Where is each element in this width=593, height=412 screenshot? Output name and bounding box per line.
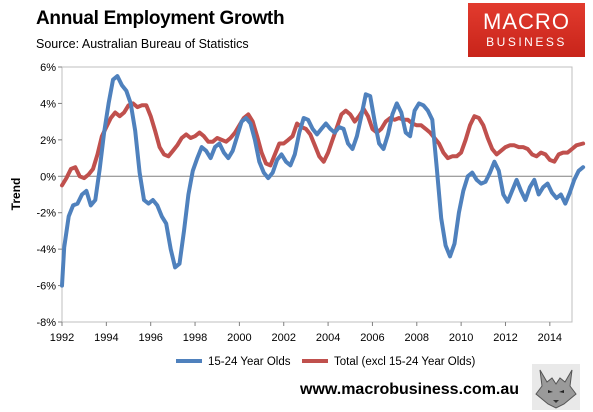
y-tick-label: -8%	[36, 317, 56, 329]
y-tick-label: 6%	[40, 62, 56, 74]
logo-text-macro: MACRO	[483, 9, 570, 34]
y-tick-label: -2%	[36, 208, 56, 220]
x-tick-label: 2008	[405, 332, 429, 344]
legend-label: Total (excl 15-24 Year Olds)	[334, 356, 475, 368]
y-tick-label: -6%	[36, 281, 56, 293]
x-tick-label: 2014	[538, 332, 562, 344]
x-tick-label: 1996	[138, 332, 162, 344]
y-tick-label: -4%	[36, 244, 56, 256]
x-tick-label: 2010	[449, 332, 473, 344]
x-tick-label: 1992	[50, 332, 74, 344]
series-lines	[60, 74, 586, 288]
x-tick-label: 2006	[360, 332, 384, 344]
y-tick-label: 2%	[40, 135, 56, 147]
x-tick-label: 2004	[316, 332, 340, 344]
series-line-15-24	[60, 74, 586, 288]
logo-text-business: BUSINESS	[486, 35, 567, 49]
y-tick-label: 0%	[40, 171, 56, 183]
chart-legend: 15-24 Year Olds Total (excl 15-24 Year Ol…	[176, 356, 475, 368]
series-line-total	[60, 101, 586, 188]
x-tick-label: 2002	[271, 332, 295, 344]
chart-source: Source: Australian Bureau of Statistics	[36, 37, 249, 51]
y-axis-label: Trend	[9, 178, 23, 211]
y-axis-ticks: -8% -6% -4% -2% 0% 2% 4% 6%	[36, 62, 62, 329]
x-tick-label: 2012	[493, 332, 517, 344]
chart-title: Annual Employment Growth	[36, 8, 285, 29]
x-tick-label: 1998	[183, 332, 207, 344]
footer-url[interactable]: www.macrobusiness.com.au	[300, 381, 520, 398]
y-tick-label: 4%	[40, 98, 56, 110]
x-tick-label: 1994	[94, 332, 118, 344]
macrobusiness-logo[interactable]: MACRO BUSINESS	[468, 3, 585, 57]
x-tick-label: 2000	[227, 332, 251, 344]
wolf-mascot-icon	[532, 364, 580, 410]
x-axis-ticks: 1992 1994 1996 1998 2000 2002 2004 2006 2008 2010…	[50, 322, 562, 344]
legend-label: 15-24 Year Olds	[208, 356, 291, 368]
